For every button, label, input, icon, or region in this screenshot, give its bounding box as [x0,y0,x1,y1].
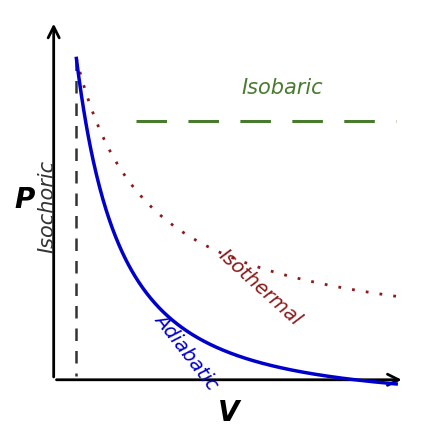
Text: Isochoric: Isochoric [37,160,58,253]
Text: Isothermal: Isothermal [215,246,305,330]
Text: Adiabatic: Adiabatic [151,310,222,394]
Text: Isobaric: Isobaric [242,78,323,98]
Text: V: V [218,399,240,427]
Text: P: P [15,186,35,214]
